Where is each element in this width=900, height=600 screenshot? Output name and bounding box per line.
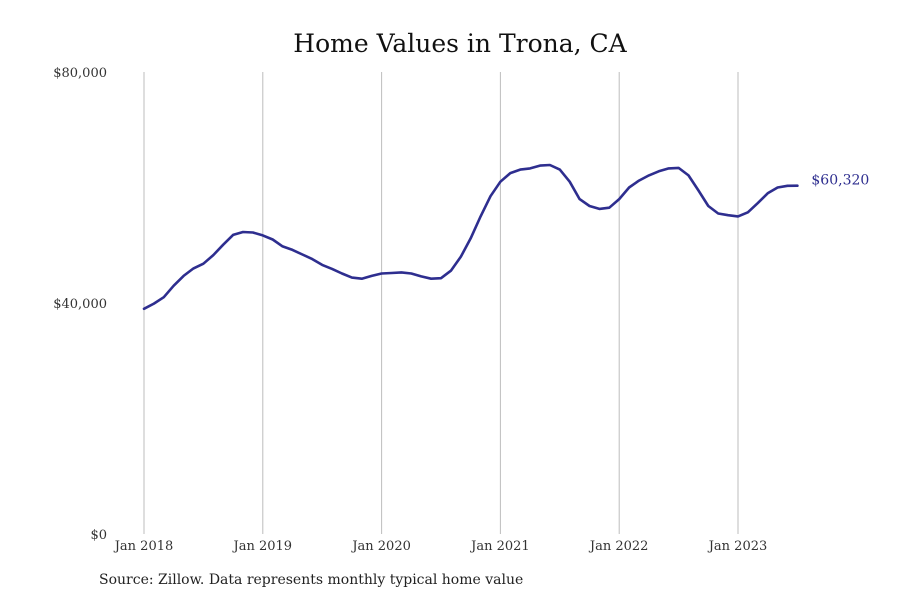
x-axis: Jan 2018 Jan 2019 Jan 2020 Jan 2021 Jan 2022…: [113, 539, 768, 554]
x-tick-label: Jan 2019: [232, 539, 293, 554]
x-gridlines: [143, 72, 739, 534]
series-line-home-value: [142, 163, 799, 311]
x-tick-label: Jan 2021: [469, 539, 530, 554]
x-tick-label: Jan 2022: [588, 539, 649, 554]
x-tick-label: Jan 2023: [707, 539, 768, 554]
x-tick-label: Jan 2020: [350, 539, 411, 554]
y-tick-label: $40,000: [53, 297, 107, 312]
chart-title: Home Values in Trona, CA: [293, 29, 627, 58]
x-tick-label: Jan 2018: [113, 539, 174, 554]
y-tick-label: $80,000: [53, 66, 107, 81]
y-tick-label: $0: [90, 528, 107, 543]
source-note: Source: Zillow. Data represents monthly …: [99, 572, 524, 588]
y-axis: $0 $40,000 $80,000: [53, 66, 107, 543]
end-value-label: $60,320: [811, 173, 869, 189]
